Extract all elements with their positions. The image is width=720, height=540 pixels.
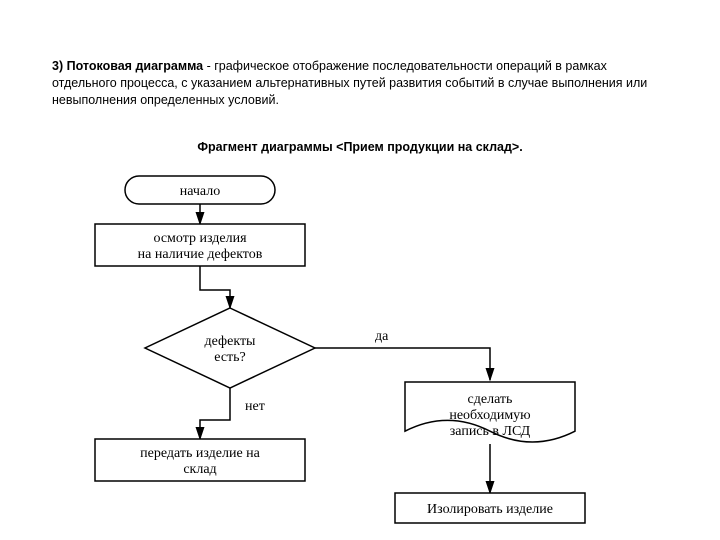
svg-text:начало: начало: [180, 184, 221, 199]
svg-text:на наличие дефектов: на наличие дефектов: [138, 247, 263, 262]
svg-text:дефекты: дефекты: [205, 334, 257, 349]
flow-edge: [200, 266, 230, 308]
intro-lead: 3) Потоковая диаграмма: [52, 59, 203, 73]
edge-label: да: [375, 329, 389, 344]
svg-text:осмотр изделия: осмотр изделия: [153, 231, 247, 246]
flow-node: начало: [125, 176, 275, 204]
intro-paragraph: 3) Потоковая диаграмма - графическое ото…: [52, 58, 668, 109]
svg-text:склад: склад: [183, 462, 216, 477]
svg-text:есть?: есть?: [214, 350, 246, 365]
edge-label: нет: [245, 399, 265, 414]
flow-node: Изолировать изделие: [395, 493, 585, 523]
flow-node: осмотр изделияна наличие дефектов: [95, 224, 305, 266]
flow-node: сделатьнеобходимуюзапись в ЛСД: [405, 382, 575, 442]
diagram-caption: Фрагмент диаграммы <Прием продукции на с…: [0, 140, 720, 154]
svg-text:сделать: сделать: [468, 392, 513, 407]
svg-text:запись в ЛСД: запись в ЛСД: [450, 424, 531, 439]
svg-text:необходимую: необходимую: [449, 408, 530, 423]
svg-text:передать изделие на: передать изделие на: [140, 446, 261, 461]
flowchart: нет да начало осмотр изделияна наличие деф…: [60, 160, 660, 540]
flow-node: дефектыесть?: [145, 308, 315, 388]
flow-edge: [315, 348, 490, 380]
svg-text:Изолировать изделие: Изолировать изделие: [427, 502, 553, 517]
flow-edge: [200, 388, 230, 439]
flow-node: передать изделие насклад: [95, 439, 305, 481]
